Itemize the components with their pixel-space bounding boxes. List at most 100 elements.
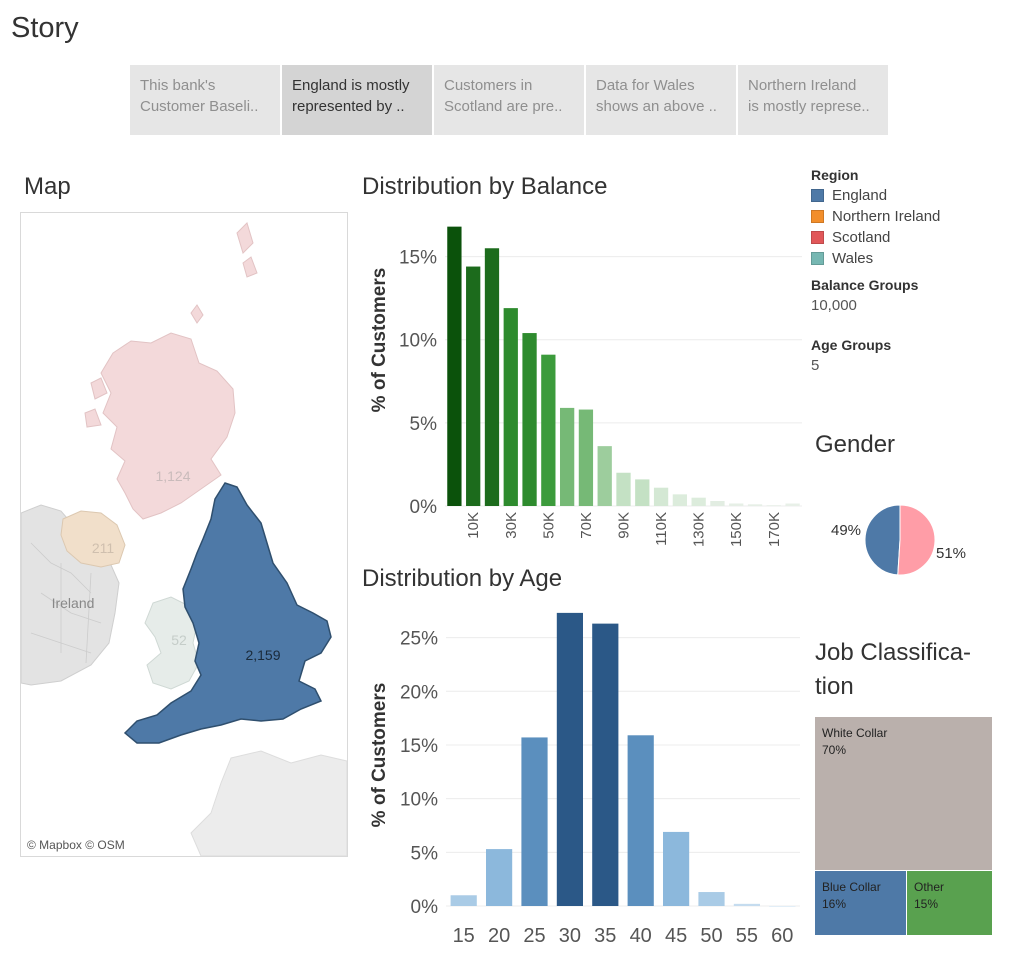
- x-tick-label: 30: [559, 925, 581, 947]
- age-y-ticks: 0% 5% 10% 15% 20% 25%: [400, 629, 438, 918]
- bar[interactable]: [672, 494, 688, 506]
- x-tick-label: 45: [665, 925, 687, 947]
- legend-label: Northern Ireland: [832, 208, 941, 225]
- pie-slice-female[interactable]: [897, 504, 936, 576]
- bar[interactable]: [559, 407, 575, 506]
- story-point-4[interactable]: Data for Wales shows an above ..: [586, 65, 736, 135]
- map-label-wales: 52: [171, 632, 187, 648]
- balance-y-axis-title-wrap: % of Customers: [368, 240, 392, 440]
- bar[interactable]: [484, 248, 500, 506]
- northern-ireland-shape[interactable]: [60, 510, 126, 568]
- map-label-scotland: 1,124: [155, 468, 190, 484]
- bar[interactable]: [578, 409, 594, 506]
- map-attribution[interactable]: © Mapbox © OSM: [27, 838, 125, 852]
- story-point-caption-line1: This bank's: [140, 77, 216, 94]
- legend-swatch: [811, 231, 824, 244]
- story-point-caption-line1: England is mostly: [292, 77, 410, 94]
- region-legend-heading: Region: [811, 167, 859, 183]
- story-point-caption-line2: is mostly represe..: [748, 98, 870, 115]
- x-tick-label: 40: [630, 925, 652, 947]
- x-tick-label: 20: [488, 925, 510, 947]
- balance-bars[interactable]: [447, 226, 800, 506]
- age-bars[interactable]: [450, 612, 796, 907]
- age-chart-title: Distribution by Age: [362, 565, 563, 592]
- treemap-cell-other[interactable]: Other 15%: [907, 871, 992, 935]
- bar[interactable]: [486, 849, 513, 906]
- age-y-axis-title-wrap: % of Customers: [368, 655, 392, 855]
- bar[interactable]: [729, 503, 744, 506]
- story-point-1[interactable]: This bank's Customer Baseli..: [130, 65, 280, 135]
- bar[interactable]: [663, 831, 690, 906]
- bar[interactable]: [466, 266, 481, 506]
- bar[interactable]: [556, 612, 583, 906]
- y-tick-label: 10%: [399, 331, 437, 352]
- map-svg[interactable]: 1,124 211 Ireland 52 2,159 © Mapbox © OS…: [21, 213, 347, 856]
- bar[interactable]: [503, 308, 518, 506]
- bar[interactable]: [710, 501, 725, 506]
- bar[interactable]: [635, 479, 650, 506]
- treemap-value: 70%: [822, 743, 847, 757]
- bar[interactable]: [521, 737, 548, 906]
- bar[interactable]: [597, 446, 612, 506]
- y-tick-label: 25%: [400, 629, 438, 650]
- bar[interactable]: [691, 497, 706, 506]
- story-point-caption-line1: Customers in: [444, 77, 533, 94]
- story-point-2[interactable]: England is mostly represented by ..: [282, 65, 432, 135]
- story-point-caption-line2: Customer Baseli..: [140, 98, 259, 115]
- legend-panel: Region England Northern Ireland Scotland Wa…: [811, 167, 940, 374]
- bar[interactable]: [747, 504, 763, 506]
- y-tick-label: 5%: [410, 414, 438, 435]
- x-tick-label: 30K: [503, 512, 520, 539]
- legend-label: England: [832, 187, 888, 204]
- x-tick-label: 130K: [691, 512, 708, 547]
- map-view[interactable]: 1,124 211 Ireland 52 2,159 © Mapbox © OS…: [20, 212, 348, 857]
- bar[interactable]: [785, 503, 800, 506]
- y-tick-label: 10%: [400, 790, 438, 811]
- legend-swatch: [811, 189, 824, 202]
- story-navigator: This bank's Customer Baseli.. England is m…: [130, 65, 890, 135]
- england-shape[interactable]: [123, 482, 332, 744]
- balance-groups-value[interactable]: 10,000: [811, 297, 857, 314]
- bar[interactable]: [769, 906, 796, 907]
- age-groups-value[interactable]: 5: [811, 357, 820, 374]
- balance-groups-heading: Balance Groups: [811, 277, 919, 293]
- bar[interactable]: [541, 354, 556, 506]
- treemap-cell-white-collar[interactable]: White Collar 70%: [815, 717, 992, 870]
- bar[interactable]: [522, 333, 537, 506]
- scotland-shape[interactable]: [100, 332, 236, 520]
- bar[interactable]: [733, 903, 760, 906]
- pie-slice-male[interactable]: [864, 504, 901, 576]
- x-tick-label: 55: [736, 925, 758, 947]
- story-point-caption-line2: represented by ..: [292, 98, 405, 115]
- age-y-axis-title: % of Customers: [369, 682, 390, 828]
- gender-pie[interactable]: [864, 504, 936, 576]
- legend-item-northern-ireland[interactable]: Northern Ireland: [811, 206, 940, 227]
- bar[interactable]: [616, 472, 631, 506]
- story-point-caption-line2: Scotland are pre..: [444, 98, 563, 115]
- story-point-caption-line1: Northern Ireland: [748, 77, 857, 94]
- legend-item-england[interactable]: England: [811, 185, 940, 206]
- treemap-cell-blue-collar[interactable]: Blue Collar 16%: [815, 871, 906, 935]
- story-point-caption-line2: shows an above ..: [596, 98, 717, 115]
- bar[interactable]: [627, 735, 654, 906]
- treemap-label: White Collar: [822, 726, 888, 740]
- bar[interactable]: [592, 623, 619, 906]
- y-tick-label: 0%: [411, 897, 439, 918]
- bar[interactable]: [450, 895, 477, 906]
- x-tick-label: 110K: [653, 512, 670, 546]
- bar[interactable]: [766, 505, 781, 506]
- job-title-line1: Job Classifica-: [815, 639, 972, 666]
- legend-item-scotland[interactable]: Scotland: [811, 227, 940, 248]
- y-tick-label: 15%: [399, 248, 437, 269]
- legend-item-wales[interactable]: Wales: [811, 248, 940, 269]
- y-tick-label: 20%: [400, 682, 438, 703]
- bar[interactable]: [447, 226, 462, 506]
- gender-pie-chart: 49% 51%: [831, 504, 966, 576]
- story-point-3[interactable]: Customers in Scotland are pre..: [434, 65, 584, 135]
- story-point-5[interactable]: Northern Ireland is mostly represe..: [738, 65, 888, 135]
- x-tick-label: 10K: [465, 512, 482, 539]
- bar[interactable]: [653, 487, 669, 506]
- bar[interactable]: [698, 892, 725, 906]
- treemap-label: Blue Collar: [822, 880, 881, 894]
- pie-label-female: 51%: [936, 545, 966, 562]
